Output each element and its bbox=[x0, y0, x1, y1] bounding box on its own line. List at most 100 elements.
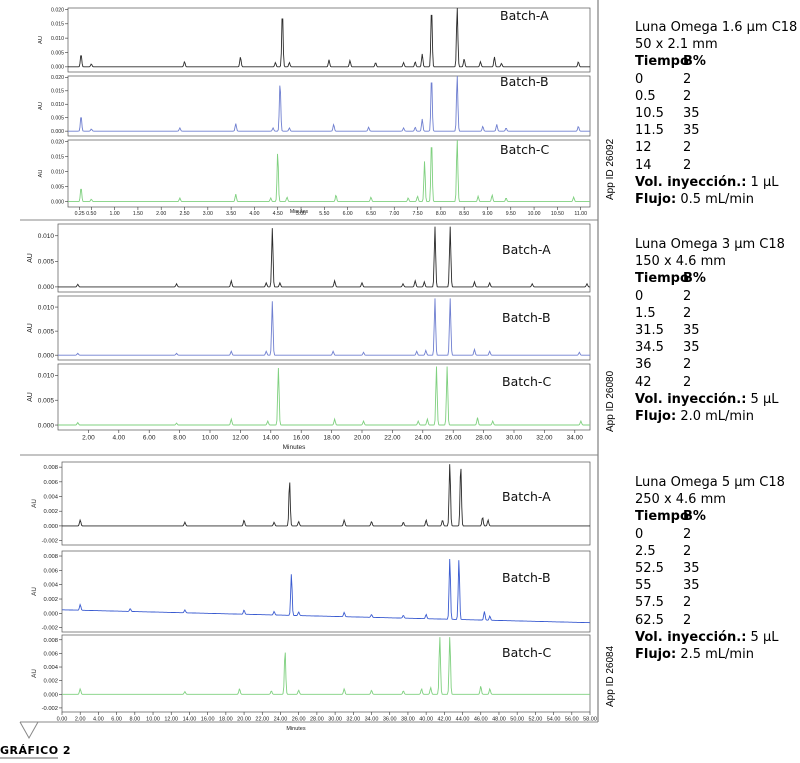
x-tick-label: 12.00 bbox=[232, 435, 249, 442]
batch-label: Batch-A bbox=[500, 8, 549, 23]
chromatogram-trace bbox=[58, 226, 590, 288]
plot-panel-frame bbox=[57, 223, 591, 293]
flow-row: Flujo: 2.5 mL/min bbox=[635, 646, 800, 663]
x-tick-label: 12.00 bbox=[164, 717, 178, 723]
plot-panel-frame bbox=[67, 139, 591, 208]
method-column-row: Luna Omega 3 µm C18 bbox=[635, 236, 800, 253]
x-tick-label: 34.00 bbox=[365, 717, 379, 723]
gradient-time: 62.5 bbox=[635, 612, 664, 628]
x-tick-label: 10.00 bbox=[202, 435, 219, 442]
x-tick-label: 4.50 bbox=[273, 211, 283, 217]
x-tick-label: 34.00 bbox=[567, 435, 584, 442]
injection-label: Vol. inyección.: bbox=[635, 174, 747, 190]
x-tick-label: 1.50 bbox=[133, 211, 143, 217]
x-axis-label: Minutes bbox=[290, 209, 309, 215]
flow-row: Flujo: 2.0 mL/min bbox=[635, 408, 800, 425]
x-tick-label: 4.00 bbox=[93, 717, 104, 723]
y-tick-label: 0.005 bbox=[38, 259, 55, 266]
x-tick-label: 10.50 bbox=[551, 211, 564, 217]
y-tick-label: 0.010 bbox=[51, 36, 64, 42]
chromatogram-group: 0.000 0.005 0.010 AU Batch-A 0.000 0.005 0.010 A… bbox=[27, 223, 591, 451]
gradient-b-value: 2 bbox=[683, 157, 692, 173]
y-tick-label: -0.002 bbox=[42, 706, 58, 712]
x-tick-label: 18.00 bbox=[323, 435, 340, 442]
chromatogram-trace bbox=[62, 637, 590, 695]
gradient-row: 31.5 35 bbox=[635, 322, 800, 339]
column-dimensions: 250 x 4.6 mm bbox=[635, 492, 726, 508]
x-tick-label: 4.00 bbox=[112, 435, 125, 442]
column-name: Luna Omega 1.6 µm C18 bbox=[635, 20, 798, 35]
gradient-time: 1.5 bbox=[635, 305, 656, 321]
x-tick-label: 9.50 bbox=[506, 211, 516, 217]
y-tick-label: 0.002 bbox=[43, 597, 58, 603]
x-tick-label: 24.00 bbox=[274, 717, 288, 723]
y-tick-label: 0.008 bbox=[43, 465, 58, 471]
x-tick-label: 42.00 bbox=[437, 717, 451, 723]
y-tick-label: 0.004 bbox=[43, 665, 58, 671]
y-axis-label: AU bbox=[38, 102, 44, 110]
x-tick-label: 14.00 bbox=[263, 435, 280, 442]
y-tick-label: 0.005 bbox=[51, 50, 64, 56]
method-dimensions-row: 150 x 4.6 mm bbox=[635, 253, 800, 270]
y-axis-label: AU bbox=[38, 170, 44, 178]
x-tick-label: 3.00 bbox=[203, 211, 213, 217]
y-axis-label: AU bbox=[38, 36, 44, 44]
column-dimensions: 50 x 2.1 mm bbox=[635, 37, 718, 53]
x-tick-label: 0.25 bbox=[75, 211, 85, 217]
gradient-time: 0.5 bbox=[635, 88, 656, 104]
y-tick-label: 0.000 bbox=[51, 199, 64, 205]
method-column-row: Luna Omega 1.6 µm C18 bbox=[635, 19, 800, 36]
gradient-time: 42 bbox=[635, 374, 652, 390]
chromatogram-trace bbox=[68, 75, 590, 132]
y-tick-label: 0.002 bbox=[43, 679, 58, 685]
x-tick-label: 22.00 bbox=[384, 435, 401, 442]
gradient-time: 14 bbox=[635, 157, 652, 173]
y-tick-label: 0.005 bbox=[38, 328, 55, 335]
x-tick-label: 4.00 bbox=[249, 211, 259, 217]
x-tick-label: 26.00 bbox=[445, 435, 462, 442]
gradient-header-row: TiempoB% bbox=[635, 508, 800, 525]
y-tick-label: 0.005 bbox=[38, 398, 55, 405]
method-column-row: Luna Omega 5 µm C18 bbox=[635, 474, 800, 491]
gradient-b-value: 2 bbox=[683, 612, 692, 628]
injection-row: Vol. inyección.: 1 µL bbox=[635, 174, 800, 191]
x-tick-label: 6.00 bbox=[143, 435, 156, 442]
flow-label: Flujo: bbox=[635, 409, 677, 425]
y-tick-label: 0.010 bbox=[51, 102, 64, 108]
x-tick-label: 58.00 bbox=[583, 717, 597, 723]
injection-label: Vol. inyección.: bbox=[635, 391, 747, 407]
x-tick-label: 8.00 bbox=[129, 717, 140, 723]
x-tick-label: 44.00 bbox=[456, 717, 470, 723]
plot-panel-frame bbox=[57, 363, 591, 431]
gradient-header-time: Tiempo bbox=[635, 509, 689, 525]
gradient-time: 0 bbox=[635, 288, 644, 304]
x-tick-label: 16.00 bbox=[293, 435, 310, 442]
gradient-time: 57.5 bbox=[635, 595, 664, 611]
injection-row: Vol. inyección.: 5 µL bbox=[635, 629, 800, 646]
plot-panel-frame bbox=[67, 7, 591, 73]
column-name: Luna Omega 3 µm C18 bbox=[635, 237, 785, 252]
gradient-header-b: B% bbox=[683, 509, 706, 525]
batch-label: Batch-A bbox=[502, 242, 551, 257]
x-tick-label: 9.00 bbox=[482, 211, 492, 217]
gradient-b-value: 35 bbox=[683, 323, 700, 339]
app-id-label: App ID 26080 bbox=[605, 370, 616, 432]
x-tick-label: 20.00 bbox=[354, 435, 371, 442]
gradient-b-value: 35 bbox=[683, 340, 700, 356]
gradient-time: 52.5 bbox=[635, 561, 664, 577]
batch-label: Batch-B bbox=[502, 310, 551, 325]
y-tick-label: 0.000 bbox=[43, 611, 58, 617]
gradient-time: 0 bbox=[635, 71, 644, 87]
x-tick-label: 48.00 bbox=[492, 717, 506, 723]
method-dimensions-row: 250 x 4.6 mm bbox=[635, 491, 800, 508]
plot-panel-frame bbox=[61, 461, 591, 546]
x-tick-label: 10.00 bbox=[146, 717, 160, 723]
gradient-header-b: B% bbox=[683, 271, 706, 287]
app-id-label: App ID 26084 bbox=[605, 645, 616, 707]
gradient-row: 36 2 bbox=[635, 356, 800, 373]
gradient-header-b: B% bbox=[683, 54, 706, 70]
x-axis-label: Minutes bbox=[286, 726, 306, 732]
footer-notch bbox=[19, 721, 39, 740]
